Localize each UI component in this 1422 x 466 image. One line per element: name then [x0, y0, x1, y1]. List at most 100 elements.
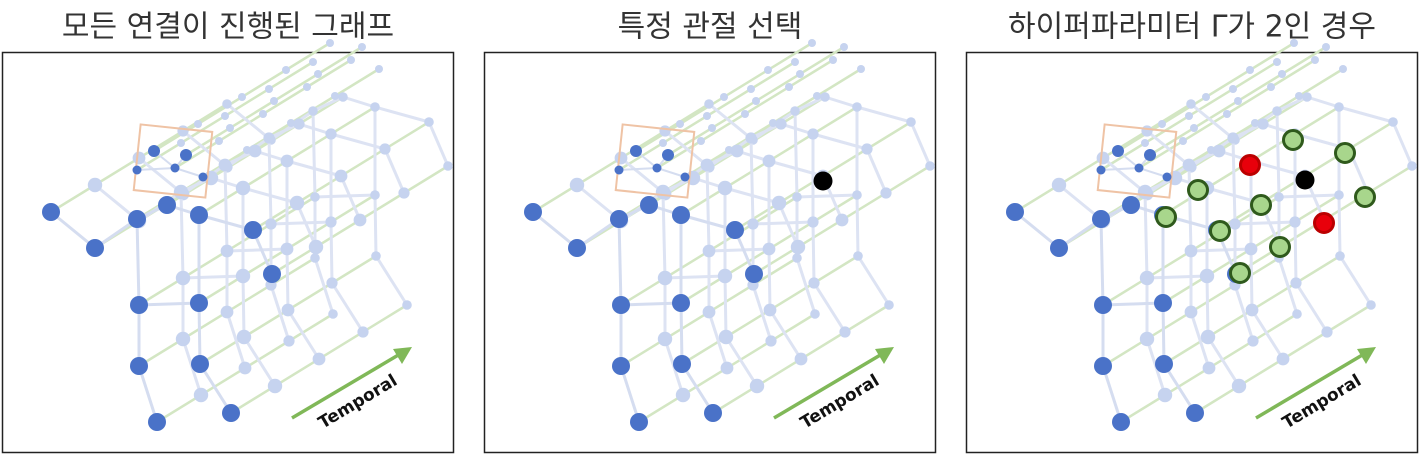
joint	[1144, 149, 1156, 161]
joint	[1157, 387, 1173, 403]
highlight-joint	[1295, 170, 1315, 190]
temporal-arrow	[1255, 352, 1365, 420]
joint	[308, 239, 324, 255]
joint	[1229, 85, 1237, 93]
joint	[177, 139, 185, 147]
bone	[374, 255, 409, 306]
joint	[314, 70, 322, 78]
joint	[906, 117, 916, 127]
joint	[659, 125, 671, 137]
joint	[326, 39, 334, 47]
highlight-joint	[1229, 262, 1251, 284]
joint	[792, 192, 802, 202]
joint	[1092, 210, 1110, 228]
joint	[771, 195, 787, 211]
joint	[720, 93, 728, 101]
joint	[675, 387, 691, 403]
bone	[295, 202, 318, 248]
joint	[1229, 218, 1241, 230]
bone	[50, 210, 96, 250]
joint	[236, 329, 252, 345]
bone	[1162, 363, 1197, 414]
joint	[1388, 117, 1398, 127]
bone	[312, 95, 344, 113]
joint	[1289, 216, 1301, 228]
bone	[1161, 302, 1166, 365]
joint	[1096, 165, 1106, 175]
joint	[132, 165, 142, 175]
joint	[791, 58, 799, 66]
panel-frame	[483, 51, 937, 454]
joint	[215, 137, 223, 145]
joint	[267, 378, 283, 394]
bone	[138, 301, 200, 307]
joint	[769, 119, 777, 127]
joint	[170, 163, 180, 173]
bone	[1277, 257, 1299, 315]
joint	[443, 161, 453, 171]
joint	[270, 97, 278, 105]
joint	[358, 43, 366, 51]
joint	[1334, 190, 1344, 200]
bone	[617, 218, 623, 306]
bone	[241, 275, 246, 338]
bone	[223, 164, 229, 252]
bone	[752, 220, 814, 226]
bone	[242, 186, 298, 205]
joint	[222, 99, 232, 109]
joint	[1186, 99, 1196, 109]
joint	[238, 361, 252, 375]
joint	[310, 253, 320, 263]
bone	[812, 132, 868, 151]
joint	[839, 326, 851, 338]
joint	[1272, 106, 1282, 116]
bone	[705, 164, 711, 252]
joint	[1134, 163, 1144, 173]
bone	[1190, 247, 1252, 253]
joint	[762, 154, 776, 168]
bone	[1276, 95, 1308, 113]
bone	[619, 365, 641, 423]
joint	[370, 102, 380, 112]
bone	[1189, 311, 1211, 369]
joint	[222, 404, 240, 422]
joint	[309, 58, 317, 66]
bone	[137, 365, 159, 423]
joint	[263, 265, 281, 283]
joint	[610, 210, 628, 228]
bone	[1294, 282, 1329, 333]
joint	[1112, 413, 1130, 431]
bone	[793, 110, 799, 198]
bone	[1275, 110, 1281, 198]
joint	[749, 378, 765, 394]
joint	[1141, 125, 1153, 137]
bone	[909, 121, 932, 167]
joint	[1200, 329, 1216, 345]
joint	[747, 85, 755, 93]
bone	[330, 132, 386, 151]
joint	[1185, 112, 1193, 120]
bone	[664, 129, 710, 169]
joint	[190, 294, 208, 312]
arrow-head	[1357, 347, 1376, 364]
temporal-arrow	[291, 352, 401, 420]
joint	[702, 244, 716, 258]
highlight-joint	[1239, 154, 1261, 176]
bone	[1249, 248, 1254, 311]
joint	[708, 124, 716, 132]
bone	[1278, 193, 1340, 199]
joint	[745, 265, 763, 283]
joint	[289, 195, 305, 211]
joint	[662, 149, 674, 161]
joint	[263, 132, 275, 144]
joint	[630, 145, 642, 157]
joint	[1096, 151, 1110, 165]
joint	[752, 97, 760, 105]
joint	[725, 146, 733, 154]
joint	[310, 192, 320, 202]
bone	[1231, 137, 1237, 225]
bone	[768, 309, 803, 360]
joint	[880, 187, 892, 199]
joint	[42, 203, 60, 221]
joint	[1311, 56, 1319, 64]
